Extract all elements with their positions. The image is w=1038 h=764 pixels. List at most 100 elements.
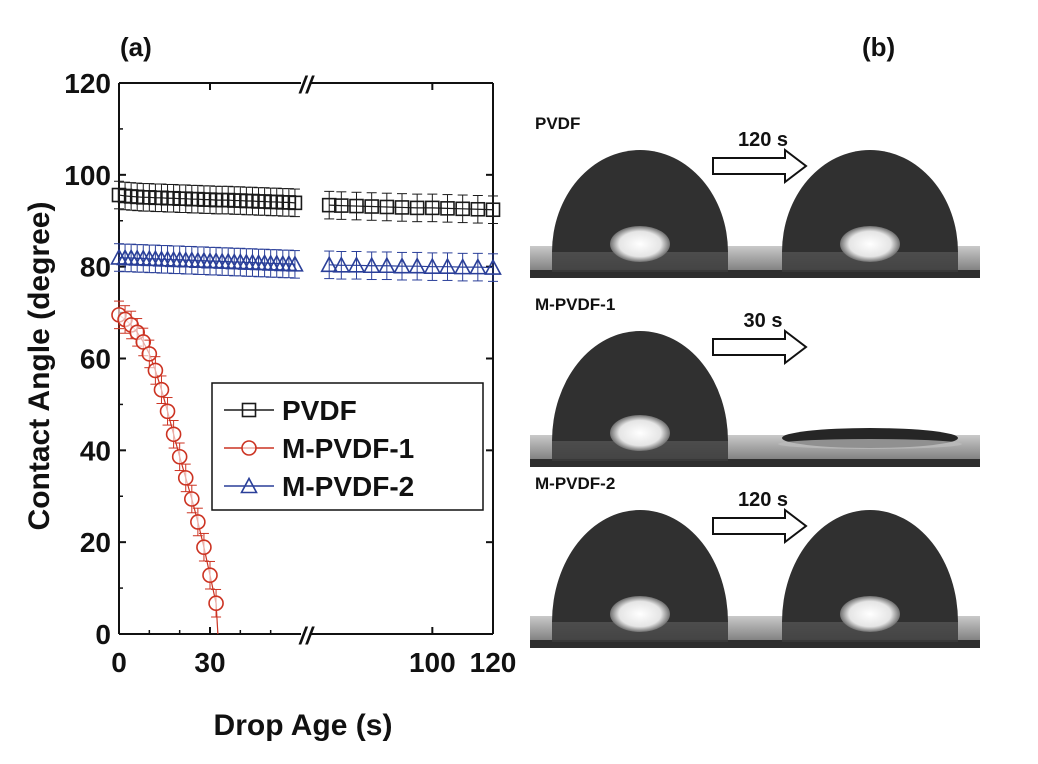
- data-point: [196, 539, 212, 556]
- data-point: [334, 198, 349, 213]
- legend-marker: [241, 440, 257, 456]
- data-point: [455, 201, 470, 217]
- droplet-row: M-PVDF-1 30 s: [530, 295, 980, 467]
- data-point: [287, 195, 303, 211]
- data-point: [440, 201, 455, 216]
- data-point: [202, 567, 218, 584]
- substrate-edge: [530, 270, 980, 278]
- axis-break-mark-top: //: [298, 72, 315, 99]
- series-line: [329, 264, 494, 269]
- data-point: [147, 362, 164, 379]
- axis-ticks: 0 20 40 60 80 100 120 0 30 100 120: [64, 68, 516, 678]
- data-point: [177, 470, 194, 486]
- droplet-row: M-PVDF-2 120 s: [530, 474, 980, 648]
- droplet-highlight: [840, 596, 900, 632]
- data-point: [468, 257, 487, 275]
- y-tick-label: 80: [80, 252, 111, 283]
- panel-b-label: (b): [862, 32, 895, 62]
- data-point: [286, 255, 304, 272]
- droplet-row-label: M-PVDF-1: [535, 295, 615, 314]
- series-square: [111, 180, 501, 225]
- droplet: [782, 150, 958, 252]
- axis-break-mark-bottom: //: [298, 623, 315, 650]
- data-point: [159, 403, 176, 420]
- droplet-highlight: [610, 226, 670, 262]
- data-series: [110, 180, 502, 635]
- substrate-edge: [530, 640, 980, 648]
- y-tick-label: 100: [64, 160, 111, 191]
- data-point: [393, 257, 411, 274]
- arrow-icon: [712, 328, 808, 366]
- x-tick-label: 30: [194, 647, 225, 678]
- data-point: [394, 200, 410, 215]
- data-point: [423, 257, 442, 274]
- data-point: [470, 201, 486, 217]
- data-point: [425, 200, 440, 216]
- data-point: [320, 255, 339, 273]
- elapsed-time-label: 120 s: [738, 489, 788, 511]
- legend-box: [211, 382, 484, 511]
- data-point: [377, 256, 396, 274]
- legend: PVDF M-PVDF-1 M-PVDF-2: [211, 382, 484, 511]
- data-point: [379, 199, 395, 215]
- data-point: [362, 256, 381, 274]
- data-point: [171, 448, 188, 465]
- y-tick-label: 0: [95, 619, 111, 650]
- droplet-highlight: [610, 415, 670, 451]
- data-point: [165, 426, 182, 443]
- data-point: [321, 197, 337, 213]
- droplet: [552, 150, 728, 252]
- arrow-icon: [712, 147, 808, 185]
- droplet: [552, 510, 728, 622]
- data-point: [190, 514, 206, 530]
- legend-marker: [240, 476, 258, 494]
- axes-frame: [118, 82, 494, 635]
- legend-label: M-PVDF-1: [282, 433, 414, 464]
- panel-b-images: (b) PVDF 120 s M-PVDF-1 30 s M-PVDF-2 120 s: [530, 32, 980, 648]
- substrate-edge: [530, 459, 980, 467]
- data-point: [153, 381, 170, 398]
- droplet: [782, 510, 958, 622]
- droplet-row: PVDF 120 s: [530, 114, 980, 278]
- droplet-row-label: PVDF: [535, 114, 580, 133]
- data-point: [485, 202, 501, 218]
- data-point: [135, 334, 152, 350]
- series-line: [118, 314, 217, 604]
- y-tick-label: 60: [80, 344, 111, 375]
- data-point: [484, 258, 502, 275]
- data-point: [332, 256, 351, 273]
- series-triangle: [110, 243, 502, 282]
- spread-droplet-reflection: [778, 439, 962, 449]
- data-point: [347, 256, 366, 273]
- data-point: [409, 200, 425, 216]
- y-tick-label: 120: [64, 68, 111, 99]
- y-tick-label: 20: [80, 527, 111, 558]
- y-tick-label: 40: [80, 435, 111, 466]
- droplet-row-label: M-PVDF-2: [535, 474, 615, 493]
- data-point: [208, 595, 224, 612]
- legend-label: PVDF: [282, 395, 357, 426]
- elapsed-time-label: 120 s: [738, 129, 788, 151]
- x-tick-label: 100: [409, 647, 456, 678]
- x-tick-label: 120: [470, 647, 517, 678]
- droplet-highlight: [840, 226, 900, 262]
- legend-label: M-PVDF-2: [282, 471, 414, 502]
- data-point: [453, 257, 472, 275]
- elapsed-time-label: 30 s: [744, 310, 783, 332]
- legend-marker: [241, 402, 257, 418]
- droplet: [552, 331, 728, 441]
- data-point: [364, 199, 379, 214]
- series-circle: [111, 300, 224, 635]
- data-point: [141, 346, 158, 362]
- series-line: [329, 204, 494, 211]
- data-point: [349, 198, 364, 214]
- y-axis-title: Contact Angle (degree): [23, 202, 56, 531]
- panel-a-chart: (a) // // 0 20 40 60 80 100 120 0 30 100 120 Drop …: [23, 32, 516, 742]
- panel-a-label: (a): [120, 32, 152, 62]
- droplet-highlight: [610, 596, 670, 632]
- x-axis-title: Drop Age (s): [214, 709, 393, 742]
- data-point: [408, 257, 427, 274]
- arrow-icon: [712, 507, 808, 545]
- data-point: [184, 491, 200, 507]
